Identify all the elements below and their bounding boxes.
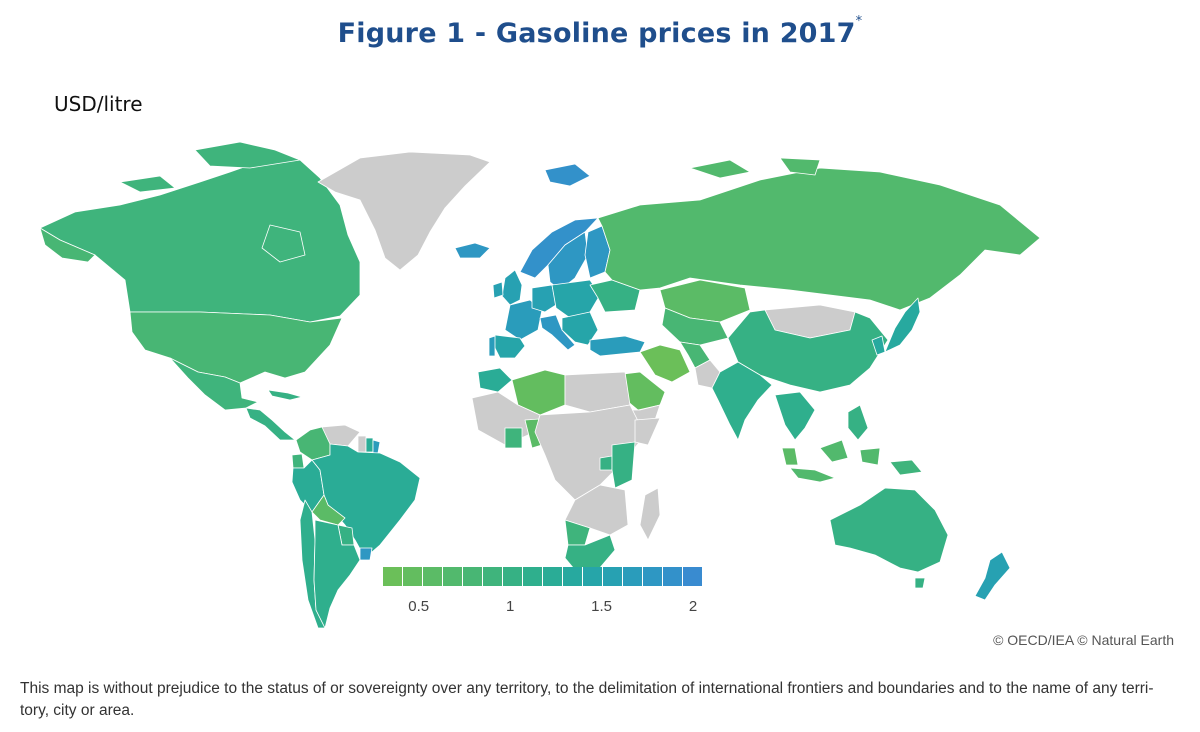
region-ireland — [492, 281, 504, 299]
region-australia — [914, 577, 926, 589]
region-canada — [39, 157, 361, 323]
region-south-africa — [564, 534, 616, 571]
region-australia — [829, 487, 949, 573]
region-france — [504, 299, 543, 341]
region-united-kingdom — [501, 269, 523, 306]
unit-label: USD/litre — [54, 92, 143, 116]
legend-tick-label: 1 — [505, 598, 515, 615]
region-southeast-asia — [774, 391, 816, 441]
legend-swatch — [403, 567, 423, 586]
region-new-zealand — [974, 551, 1011, 601]
legend-swatch — [563, 567, 583, 586]
legend-swatch — [663, 567, 683, 586]
region-norway — [519, 217, 599, 279]
figure-title-text: Figure 1 - Gasoline prices in 2017 — [337, 18, 856, 49]
region-indonesia — [819, 439, 849, 463]
region-central-america — [245, 407, 296, 441]
region-uganda — [599, 455, 613, 471]
legend-swatch — [623, 567, 643, 586]
region-uruguay — [359, 547, 373, 561]
region-norway — [544, 163, 591, 187]
color-legend: 0.5 1 1.5 2 — [383, 567, 703, 618]
region-north-africa — [564, 371, 631, 413]
legend-swatch — [683, 567, 703, 586]
region-argentina — [313, 519, 361, 629]
map-credit: © OECD/IEA © Natural Earth — [993, 632, 1174, 648]
legend-swatch — [423, 567, 443, 586]
region-indonesia — [859, 447, 881, 466]
region-central-asia — [661, 307, 729, 346]
legend-swatch — [643, 567, 663, 586]
region-mexico — [169, 357, 259, 411]
region-indonesia — [789, 467, 836, 483]
region-kenya — [611, 441, 636, 489]
region-balkans — [561, 311, 599, 346]
region-central-america — [267, 389, 303, 401]
legend-ticks: 0.5 1 1.5 2 — [383, 598, 703, 618]
region-russia — [689, 159, 751, 179]
region-canada — [119, 175, 176, 193]
region-sweden — [547, 231, 589, 291]
region-canada — [194, 141, 301, 169]
figure-title: Figure 1 - Gasoline prices in 2017* — [0, 14, 1200, 49]
region-turkey — [589, 335, 646, 357]
region-brazil — [311, 443, 421, 559]
world-map — [39, 141, 1041, 629]
region-morocco — [477, 367, 513, 393]
region-united-states — [39, 227, 96, 263]
region-iran — [639, 344, 691, 383]
region-east-africa — [634, 417, 661, 446]
region-french-guiana — [372, 439, 381, 454]
region-india — [711, 361, 773, 441]
region-russia — [779, 157, 821, 176]
legend-swatch — [503, 567, 523, 586]
region-ecuador — [291, 453, 305, 469]
legend-color-ramp — [383, 567, 703, 586]
legend-swatch — [483, 567, 503, 586]
legend-swatch — [603, 567, 623, 586]
title-footnote-marker: * — [855, 14, 863, 29]
legend-tick-label: 2 — [688, 598, 698, 615]
region-venezuela — [321, 424, 361, 447]
legend-swatch — [583, 567, 603, 586]
region-spain — [493, 334, 526, 359]
legend-tick-label: 0.5 — [408, 598, 430, 615]
legend-swatch — [383, 567, 403, 586]
disclaimer-text: This map is without prejudice to the sta… — [20, 680, 1154, 719]
region-germany — [531, 284, 557, 313]
legend-swatch — [523, 567, 543, 586]
region-portugal — [488, 335, 496, 357]
region-greenland — [317, 151, 491, 271]
region-malaysia — [781, 447, 799, 466]
region-italy — [539, 314, 576, 351]
region-suriname — [365, 437, 374, 453]
legend-swatch — [543, 567, 563, 586]
region-ghana — [504, 427, 523, 449]
region-iceland — [454, 242, 491, 259]
region-united-states — [129, 311, 343, 384]
region-canada — [261, 224, 306, 263]
region-china — [727, 309, 889, 393]
legend-swatch — [463, 567, 483, 586]
region-japan — [884, 297, 921, 353]
region-philippines — [847, 404, 869, 441]
legend-swatch — [443, 567, 463, 586]
region-madagascar — [639, 487, 661, 541]
region-guyana — [357, 435, 367, 453]
legend-tick-label: 1.5 — [591, 598, 612, 615]
region-papua-new-guinea — [889, 459, 923, 476]
